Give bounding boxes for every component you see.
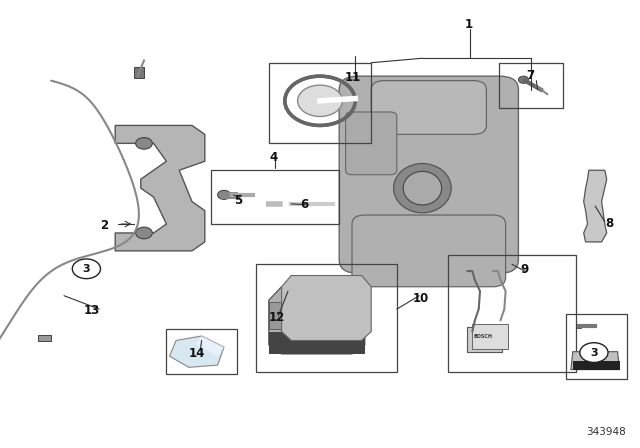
- Text: 11: 11: [345, 70, 362, 84]
- Bar: [576, 324, 581, 328]
- Polygon shape: [115, 125, 205, 251]
- Ellipse shape: [394, 164, 451, 213]
- Text: 10: 10: [413, 292, 429, 306]
- Bar: [211, 170, 339, 224]
- Text: 3: 3: [83, 264, 90, 274]
- Polygon shape: [282, 276, 371, 340]
- FancyBboxPatch shape: [371, 81, 486, 134]
- Polygon shape: [269, 287, 365, 354]
- Ellipse shape: [403, 172, 442, 205]
- Bar: [269, 332, 365, 354]
- Bar: [269, 302, 365, 329]
- Text: 6: 6: [301, 198, 308, 211]
- Bar: [317, 284, 330, 296]
- Circle shape: [72, 259, 100, 279]
- Text: 1: 1: [465, 18, 473, 31]
- Text: 13: 13: [83, 304, 100, 317]
- FancyBboxPatch shape: [346, 112, 397, 175]
- Text: BOSCH: BOSCH: [474, 334, 493, 340]
- Circle shape: [298, 85, 342, 116]
- Bar: [467, 327, 502, 352]
- FancyBboxPatch shape: [352, 215, 506, 287]
- Text: 5: 5: [234, 194, 242, 207]
- Bar: [472, 324, 508, 349]
- Text: 8: 8: [605, 216, 613, 230]
- Bar: [256, 264, 397, 372]
- Text: 9: 9: [521, 263, 529, 276]
- Circle shape: [136, 138, 152, 149]
- Bar: [38, 335, 51, 341]
- Polygon shape: [571, 352, 620, 370]
- Circle shape: [580, 343, 608, 362]
- Bar: [134, 67, 144, 78]
- Polygon shape: [195, 336, 224, 356]
- Text: 3: 3: [590, 348, 598, 358]
- Polygon shape: [170, 336, 224, 367]
- Bar: [566, 314, 627, 379]
- Circle shape: [218, 190, 230, 199]
- Bar: [166, 329, 237, 374]
- Bar: [269, 63, 371, 143]
- Text: 7: 7: [526, 69, 534, 82]
- Bar: [448, 255, 576, 372]
- Bar: [499, 63, 563, 108]
- FancyBboxPatch shape: [339, 76, 518, 273]
- Text: 4: 4: [270, 151, 278, 164]
- Bar: [573, 361, 620, 370]
- Text: 12: 12: [268, 310, 285, 324]
- Polygon shape: [584, 170, 607, 242]
- Circle shape: [136, 227, 152, 239]
- Text: 2: 2: [100, 219, 108, 232]
- Text: 14: 14: [189, 346, 205, 360]
- Text: 343948: 343948: [586, 427, 626, 437]
- Circle shape: [518, 76, 529, 83]
